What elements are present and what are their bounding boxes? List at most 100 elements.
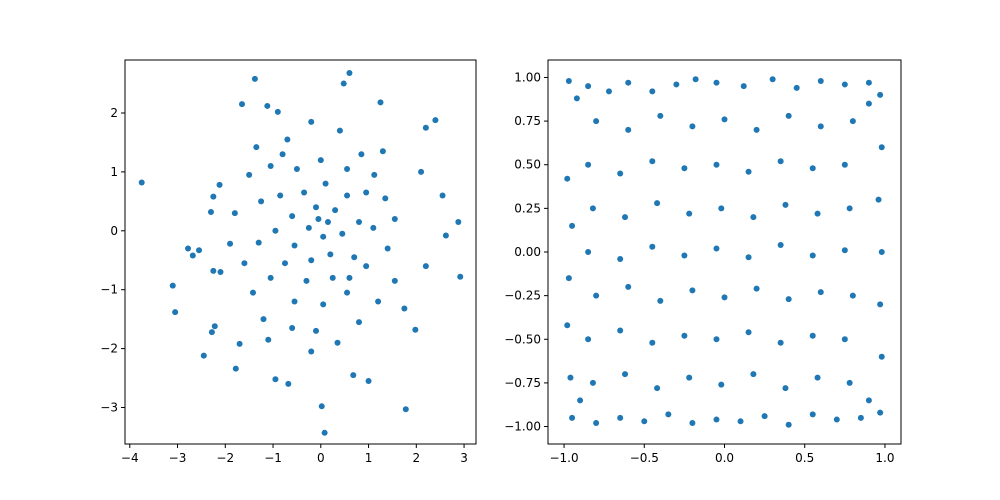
scatter-point [375, 298, 382, 305]
scatter-point [246, 171, 253, 178]
scatter-point [279, 151, 286, 158]
scatter-point [318, 403, 325, 410]
left-scatter-plot: −4 −3 −2 −1 0 1 2 3 −3 −2 −1 0 1 2 [100, 59, 477, 465]
scatter-point [649, 88, 656, 95]
scatter-point [439, 192, 446, 199]
x-tick-label: 0.5 [795, 451, 814, 465]
scatter-point [255, 239, 262, 246]
scatter-point [809, 252, 816, 259]
scatter-point [713, 161, 720, 168]
scatter-point [686, 210, 693, 217]
scatter-point [267, 163, 274, 170]
scatter-point [356, 319, 362, 326]
x-tick-label: −1.0 [549, 451, 578, 465]
y-tick-label: −0.25 [504, 289, 541, 303]
scatter-point [745, 254, 752, 261]
scatter-point [350, 372, 357, 379]
scatter-point [777, 158, 784, 165]
scatter-point [718, 381, 725, 388]
scatter-point [305, 224, 312, 231]
scatter-point [285, 380, 292, 387]
scatter-point [346, 274, 353, 281]
scatter-point [321, 429, 328, 436]
x-tick-label: 1 [365, 451, 373, 465]
scatter-point [216, 181, 223, 188]
y-tick-label: −1 [100, 283, 118, 297]
scatter-point [649, 339, 656, 346]
scatter-point [617, 327, 624, 334]
scatter-point [138, 179, 145, 186]
scatter-point [169, 282, 176, 289]
scatter-point [721, 116, 728, 123]
scatter-point [356, 218, 362, 225]
scatter-point [260, 316, 267, 323]
right-points [564, 76, 885, 428]
scatter-point [865, 397, 872, 404]
scatter-point [569, 414, 576, 421]
y-tick-label: 0.75 [514, 114, 541, 128]
scatter-point [322, 180, 329, 187]
y-tick-label: 0.25 [514, 201, 541, 215]
x-tick-label: −3 [169, 451, 187, 465]
y-tick-label: −0.50 [504, 332, 541, 346]
scatter-point [227, 240, 234, 247]
scatter-point [249, 289, 256, 296]
scatter-point [265, 336, 272, 343]
scatter-point [625, 126, 632, 133]
left-points [138, 69, 464, 436]
scatter-point [681, 252, 688, 259]
scatter-point [692, 76, 699, 83]
scatter-point [432, 117, 439, 124]
scatter-point [649, 158, 656, 165]
x-tick-label: −1 [264, 451, 282, 465]
scatter-point [384, 245, 391, 252]
scatter-point [593, 420, 600, 427]
scatter-point [336, 127, 343, 134]
y-tick-label: −1.00 [504, 420, 541, 434]
scatter-point [617, 414, 624, 421]
scatter-point [878, 249, 885, 255]
scatter-point [391, 216, 398, 223]
scatter-point [289, 324, 296, 331]
scatter-point [236, 340, 243, 347]
scatter-point [686, 374, 693, 381]
scatter-point [878, 353, 885, 360]
scatter-point [332, 207, 339, 214]
scatter-point [777, 339, 784, 346]
scatter-point [785, 421, 792, 428]
scatter-point [210, 193, 217, 200]
left-axes-frame [124, 59, 477, 445]
scatter-point [418, 168, 425, 175]
scatter-point [665, 411, 672, 418]
scatter-point [264, 102, 271, 109]
scatter-point [565, 77, 572, 84]
scatter-point [313, 327, 320, 334]
scatter-point [346, 69, 353, 76]
scatter-point [344, 289, 351, 296]
scatter-point [641, 418, 648, 425]
scatter-point [564, 322, 571, 329]
scatter-point [272, 376, 279, 383]
scatter-point [681, 332, 688, 339]
scatter-point [782, 385, 789, 392]
scatter-point [585, 83, 592, 90]
scatter-point [567, 374, 574, 381]
scatter-point [814, 210, 821, 217]
x-tick-label: −4 [121, 451, 139, 465]
scatter-point [841, 161, 848, 168]
scatter-point [769, 76, 776, 83]
scatter-point [589, 205, 596, 212]
scatter-point [589, 379, 596, 386]
scatter-point [241, 260, 248, 267]
scatter-point [785, 112, 792, 119]
scatter-point [317, 157, 324, 164]
scatter-point [258, 198, 265, 205]
scatter-point [617, 170, 624, 177]
scatter-point [793, 84, 800, 91]
scatter-point [565, 275, 572, 282]
right-scatter-plot: −1.0 −0.5 0.0 0.5 1.0 −1.00 −0.75 −0.50 −0.25 0.0… [504, 59, 902, 465]
scatter-point [211, 323, 218, 330]
scatter-point [363, 189, 370, 196]
scatter-point [809, 165, 816, 172]
